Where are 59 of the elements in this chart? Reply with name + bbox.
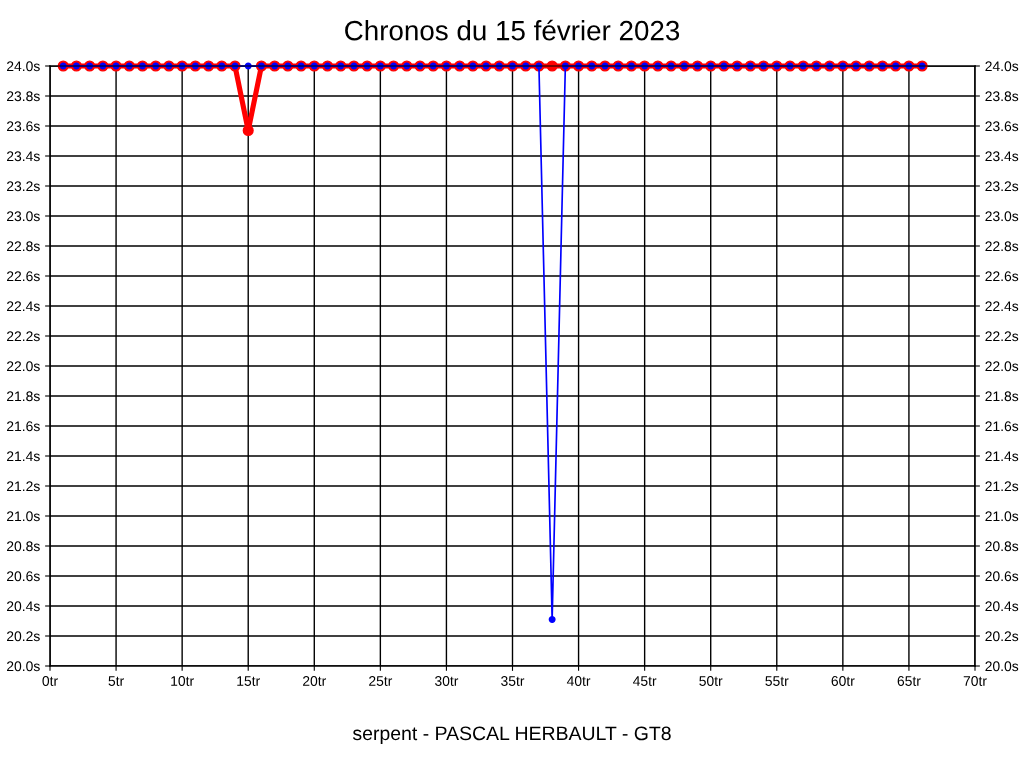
y2-tick-label: 22.8s [985, 241, 1019, 252]
y2-tick-label: 20.8s [985, 541, 1019, 552]
y2-tick-label: 21.6s [985, 421, 1019, 432]
y-tick-label: 21.0s [7, 511, 40, 522]
y2-tick-label: 20.4s [985, 601, 1019, 612]
x-tick-label: 30tr [434, 676, 459, 686]
x-tick-label: 50tr [699, 676, 723, 686]
y2-tick-label: 22.6s [985, 271, 1019, 282]
chart-title: Chronos du 15 février 2023 [345, 19, 680, 41]
y-tick-label: 20.8s [7, 541, 40, 552]
y2-tick-label: 23.0s [985, 211, 1019, 222]
x-tick-label: 65tr [897, 676, 921, 686]
y-tick-label: 23.4s [7, 151, 40, 162]
x-tick-label: 15tr [237, 676, 260, 686]
x-tick-label: 0tr [42, 676, 58, 686]
y2-tick-label: 22.0s [985, 361, 1019, 372]
y2-tick-label: 24.0s [985, 61, 1019, 72]
y2-tick-label: 21.0s [985, 511, 1019, 522]
y2-tick-label: 20.6s [985, 571, 1019, 582]
y-tick-label: 23.2s [7, 181, 40, 192]
y2-tick-label: 21.2s [985, 481, 1019, 492]
y-tick-label: 20.6s [7, 571, 40, 582]
y-tick-label: 20.4s [7, 601, 40, 612]
y-tick-label: 22.2s [7, 331, 40, 342]
x-tick-label: 25tr [369, 676, 393, 686]
y2-tick-label: 20.2s [985, 631, 1019, 642]
y2-tick-label: 23.4s [985, 151, 1019, 162]
y2-tick-label: 21.4s [985, 451, 1019, 462]
y2-tick-label: 23.6s [985, 121, 1019, 132]
y-tick-label: 23.8s [7, 91, 40, 102]
y2-tick-label: 21.8s [985, 391, 1019, 402]
y-tick-label: 21.2s [7, 481, 40, 492]
x-tick-label: 60tr [831, 676, 855, 686]
y-tick-label: 21.4s [7, 451, 40, 462]
y2-tick-label: 22.2s [985, 331, 1019, 342]
y2-tick-label: 23.8s [985, 91, 1019, 102]
y-tick-label: 21.6s [7, 421, 40, 432]
x-tick-label: 5tr [108, 676, 124, 686]
y-tick-label: 20.0s [7, 661, 40, 672]
y-tick-label: 22.4s [7, 301, 40, 312]
y-tick-label: 24.0s [7, 61, 40, 72]
x-tick-label: 35tr [501, 676, 525, 686]
y-tick-label: 22.8s [7, 241, 40, 252]
y-tick-label: 22.0s [7, 361, 40, 372]
x-tick-label: 40tr [566, 676, 591, 686]
y2-tick-label: 23.2s [985, 181, 1019, 192]
x-tick-label: 70tr [963, 676, 987, 686]
y-tick-label: 20.2s [7, 631, 40, 642]
x-tick-label: 20tr [303, 676, 327, 686]
x-tick-label: 10tr [171, 676, 194, 686]
x-axis-title: serpent - PASCAL HERBAULT - GT8 [352, 726, 671, 745]
y2-tick-label: 22.4s [985, 301, 1019, 312]
y-tick-label: 21.8s [7, 391, 40, 402]
y-tick-label: 23.6s [7, 121, 40, 132]
y2-tick-label: 20.0s [985, 661, 1019, 672]
x-tick-label: 55tr [765, 676, 789, 686]
y-tick-label: 22.6s [7, 271, 40, 282]
x-tick-label: 45tr [633, 676, 657, 686]
y-tick-label: 23.0s [7, 211, 40, 222]
